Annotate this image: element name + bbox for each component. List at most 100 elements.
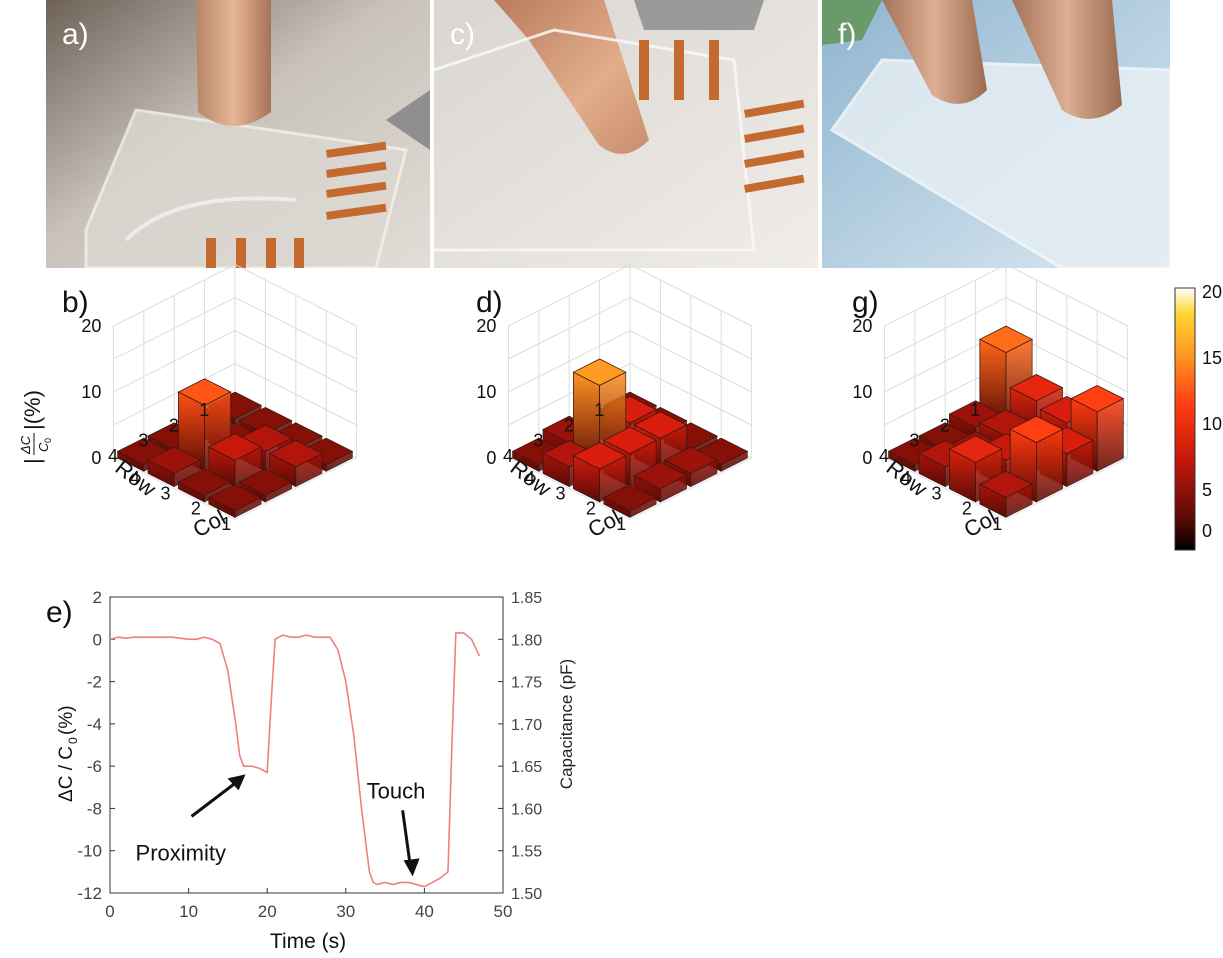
x-tick-label: 10 xyxy=(179,902,198,921)
col-tick-label: 3 xyxy=(160,483,170,503)
colorbar xyxy=(1174,287,1196,551)
bar-ylabel-den: C xyxy=(36,442,51,452)
line-chart-series: Proximity Touch xyxy=(109,632,481,888)
colorbar-tick: 0 xyxy=(1202,521,1212,541)
y2-tick-label: 1.80 xyxy=(511,632,542,649)
x-tick-label: 40 xyxy=(415,902,434,921)
photo-finger-proximity xyxy=(46,0,430,268)
col-tick-label: 2 xyxy=(962,499,972,519)
bar-ylabel-num: ΔC xyxy=(18,435,33,455)
col-tick-label: 3 xyxy=(555,483,565,503)
row-tick-label: 3 xyxy=(533,431,543,451)
touch-arrow xyxy=(401,810,413,869)
y2-tick-label: 1.70 xyxy=(511,717,542,734)
bar-ylabel-den-sub: 0 xyxy=(43,438,53,443)
y-tick-label: -4 xyxy=(87,715,102,734)
z-tick-label: 0 xyxy=(862,448,872,468)
colorbar-tick: 20 xyxy=(1202,282,1222,302)
line-chart-xlabel: Time (s) xyxy=(270,930,346,953)
col-tick-label: 1 xyxy=(992,514,1002,534)
col-tick-label: 2 xyxy=(191,499,201,519)
col-tick-label: 4 xyxy=(525,468,535,488)
z-tick-label: 10 xyxy=(852,382,872,402)
panel-label-a: a) xyxy=(62,18,89,51)
photo-panel-f: f) xyxy=(822,0,1170,268)
row-tick-label: 1 xyxy=(199,400,209,420)
panel-label-c: c) xyxy=(450,18,475,51)
line-chart-axes: 0 10 20 30 40 5020-2-4-6-8-10-121.851.801.751… xyxy=(77,588,542,921)
bar-cell xyxy=(207,433,263,488)
row-tick-label: 4 xyxy=(879,446,889,466)
row-tick-label: 4 xyxy=(503,446,513,466)
z-tick-label: 20 xyxy=(476,316,496,336)
annotation-touch: Touch xyxy=(367,778,426,803)
z-tick-label: 10 xyxy=(81,382,101,402)
bar-ylabel-suffix: |(%) xyxy=(20,390,45,430)
y-tick-label: -2 xyxy=(87,673,102,692)
y-tick-label: -10 xyxy=(77,842,102,861)
y2-tick-label: 1.60 xyxy=(511,801,542,818)
col-tick-label: 1 xyxy=(221,514,231,534)
x-tick-label: 20 xyxy=(258,902,277,921)
photo-panel-c: c) xyxy=(434,0,818,268)
bar-ylabel-prefix: | xyxy=(20,458,45,464)
panel-label-b: b) xyxy=(62,286,89,319)
row-tick-label: 2 xyxy=(169,415,179,435)
colorbar-tick: 10 xyxy=(1202,414,1222,434)
y-tick-label: -6 xyxy=(87,757,102,776)
col-tick-label: 4 xyxy=(901,468,911,488)
touch-arrowhead xyxy=(403,858,420,877)
panel-label-d: d) xyxy=(476,286,503,319)
annotation-proximity: Proximity xyxy=(136,840,226,865)
z-tick-label: 20 xyxy=(852,316,872,336)
x-tick-label: 0 xyxy=(105,902,114,921)
row-tick-label: 1 xyxy=(594,400,604,420)
col-tick-label: 4 xyxy=(130,468,140,488)
panel-label-f: f) xyxy=(838,18,857,51)
z-tick-label: 0 xyxy=(91,448,101,468)
y-tick-label: -12 xyxy=(77,884,102,903)
line-chart-ylabel-right: Capacitance (pF) xyxy=(557,659,576,789)
col-tick-label: 2 xyxy=(586,499,596,519)
line-chart-ylabel-left: ΔC / C 0 (%) xyxy=(56,705,80,802)
row-tick-label: 3 xyxy=(138,431,148,451)
photo-two-fingers xyxy=(822,0,1170,268)
bar-cell xyxy=(207,483,263,518)
row-tick-label: 4 xyxy=(108,446,118,466)
y2-tick-label: 1.75 xyxy=(511,675,542,692)
row-tick-label: 2 xyxy=(940,415,950,435)
bar-ylabel: | ΔC C 0 |(%) xyxy=(18,390,53,464)
ylabel-left-prefix: ΔC / C xyxy=(56,746,77,802)
x-tick-label: 50 xyxy=(494,902,513,921)
bar-cell xyxy=(633,461,688,503)
proximity-arrow xyxy=(190,777,243,818)
plot-frame xyxy=(109,596,504,894)
panel-label-e: e) xyxy=(46,596,73,629)
colorbar-tick: 15 xyxy=(1202,348,1222,368)
panel-label-g: g) xyxy=(852,286,879,319)
photo-finger-touch xyxy=(434,0,818,268)
row-tick-label: 1 xyxy=(970,400,980,420)
capacitance-series-line xyxy=(109,632,481,888)
y-tick-label: 0 xyxy=(93,630,102,649)
ylabel-left-sub: 0 xyxy=(66,737,80,744)
ylabel-left-suffix: (%) xyxy=(56,705,77,735)
bar-cell xyxy=(268,439,323,488)
colorbar-tick: 5 xyxy=(1202,480,1212,500)
y2-tick-label: 1.55 xyxy=(511,844,542,861)
z-tick-label: 0 xyxy=(486,448,496,468)
y2-tick-label: 1.50 xyxy=(511,886,542,903)
proximity-arrowhead xyxy=(227,774,246,791)
bar-cell xyxy=(978,470,1034,518)
z-tick-label: 20 xyxy=(81,316,101,336)
bar-cell xyxy=(147,446,202,488)
bar-cell xyxy=(177,468,232,503)
col-tick-label: 1 xyxy=(616,514,626,534)
bar-plots-layer: 20 15 10 5 0 | ΔC C 0 |(%) 0102012341234… xyxy=(18,263,1222,551)
row-tick-label: 3 xyxy=(909,431,919,451)
photo-panel-a: a) xyxy=(46,0,430,268)
x-tick-label: 30 xyxy=(336,902,355,921)
